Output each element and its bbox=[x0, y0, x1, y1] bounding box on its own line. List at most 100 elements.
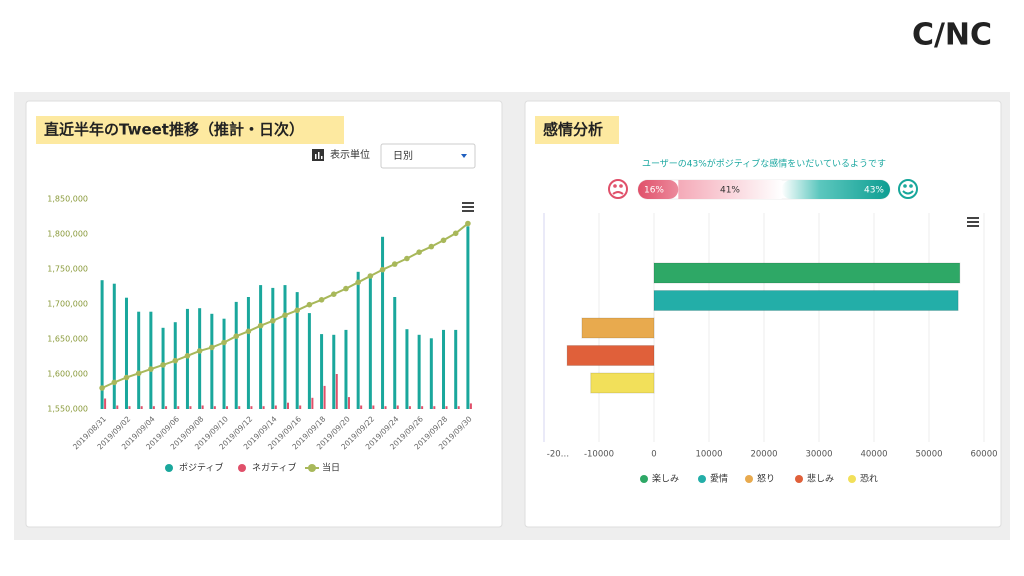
bar bbox=[581, 317, 655, 339]
menu-icon[interactable] bbox=[967, 217, 979, 227]
line-point bbox=[465, 220, 471, 227]
bar bbox=[201, 405, 204, 409]
bar bbox=[152, 406, 155, 409]
line-point bbox=[440, 237, 447, 244]
legend-label: 恐れ bbox=[860, 474, 878, 485]
line-point bbox=[282, 312, 288, 319]
legend-label: 当日 bbox=[322, 462, 340, 474]
bar bbox=[287, 402, 289, 409]
line-point bbox=[245, 328, 252, 335]
y-tick-label: 1,800,000 bbox=[47, 230, 88, 239]
bar bbox=[653, 262, 961, 284]
x-tick-label: 40000 bbox=[860, 450, 887, 460]
bar bbox=[140, 406, 143, 409]
bar bbox=[149, 311, 153, 409]
x-tick-label: 30000 bbox=[805, 450, 832, 460]
happy-face bbox=[898, 179, 918, 199]
y-tick-label: 1,600,000 bbox=[47, 370, 88, 379]
bar bbox=[283, 285, 287, 409]
title-highlight bbox=[36, 116, 344, 144]
bar bbox=[347, 397, 350, 409]
line-point bbox=[355, 279, 361, 286]
line-point bbox=[160, 362, 166, 368]
line-point bbox=[270, 318, 276, 324]
bar bbox=[445, 406, 448, 409]
bar bbox=[137, 311, 141, 409]
unit-select[interactable] bbox=[380, 143, 476, 169]
line-point bbox=[257, 322, 264, 329]
line-point bbox=[233, 333, 240, 340]
legend-label: 楽しみ bbox=[652, 473, 679, 485]
bar bbox=[360, 405, 363, 409]
bar bbox=[335, 374, 338, 409]
bar bbox=[356, 271, 360, 409]
logo: C/NC bbox=[912, 18, 992, 53]
gauge-segment bbox=[678, 180, 782, 199]
legend-label: 悲しみ bbox=[807, 473, 834, 485]
bar bbox=[238, 406, 241, 409]
menu-icon[interactable] bbox=[462, 202, 474, 212]
bar bbox=[405, 329, 409, 409]
bar bbox=[454, 329, 458, 409]
bar bbox=[198, 308, 202, 409]
x-tick-label: -10000 bbox=[584, 450, 614, 460]
bar bbox=[234, 301, 238, 409]
bar bbox=[116, 405, 119, 409]
bar bbox=[259, 285, 263, 409]
chart-icon bbox=[312, 149, 324, 161]
bar bbox=[177, 406, 180, 409]
bar bbox=[165, 406, 168, 409]
line-point bbox=[294, 307, 300, 314]
sentiment-headline: ユーザーの43%がポジティブな感情をいだいているようです bbox=[642, 158, 886, 170]
gauge-segment bbox=[781, 180, 890, 199]
bar bbox=[429, 338, 433, 409]
bar bbox=[307, 313, 311, 409]
line-point bbox=[416, 249, 422, 255]
unit-select-value: 日別 bbox=[393, 150, 413, 162]
line-point bbox=[452, 230, 459, 237]
bar bbox=[271, 287, 275, 409]
line-point bbox=[123, 374, 130, 381]
line-point bbox=[135, 370, 142, 377]
gauge-label: 41% bbox=[720, 186, 740, 196]
line-point bbox=[111, 379, 118, 386]
gauge-label: 43% bbox=[864, 186, 884, 196]
bar bbox=[222, 318, 226, 409]
bar bbox=[344, 329, 348, 409]
legend-label: 愛情 bbox=[710, 473, 728, 485]
bar bbox=[299, 405, 302, 409]
gauge-label: 16% bbox=[644, 186, 664, 196]
bar bbox=[104, 398, 107, 409]
line-point bbox=[196, 348, 203, 354]
line-point bbox=[148, 366, 154, 372]
x-tick-label: 20000 bbox=[750, 450, 777, 460]
gauge-segment bbox=[638, 180, 679, 199]
legend-swatch bbox=[745, 475, 753, 483]
bar bbox=[590, 372, 655, 394]
legend-label: ポジティブ bbox=[179, 462, 223, 474]
bar bbox=[323, 385, 326, 409]
line-point bbox=[367, 273, 374, 279]
bar bbox=[396, 405, 399, 409]
line-point bbox=[209, 344, 215, 351]
bar bbox=[433, 406, 436, 409]
line-point bbox=[99, 385, 105, 391]
panel-title: 感情分析 bbox=[543, 121, 603, 139]
legend-swatch bbox=[640, 475, 648, 483]
y-tick-label: 1,550,000 bbox=[47, 405, 88, 414]
title-highlight bbox=[535, 116, 619, 144]
bar bbox=[213, 406, 216, 409]
line-point bbox=[172, 357, 179, 364]
bar bbox=[332, 334, 336, 409]
panel bbox=[524, 100, 1002, 528]
unit-label: 表示単位 bbox=[330, 148, 370, 161]
bar bbox=[653, 290, 959, 311]
bar bbox=[311, 397, 314, 409]
legend-swatch bbox=[238, 464, 246, 472]
bar bbox=[384, 406, 387, 409]
bar bbox=[393, 297, 397, 409]
bar bbox=[250, 406, 253, 409]
bar bbox=[189, 406, 192, 409]
y-tick-label: 1,700,000 bbox=[47, 300, 88, 309]
